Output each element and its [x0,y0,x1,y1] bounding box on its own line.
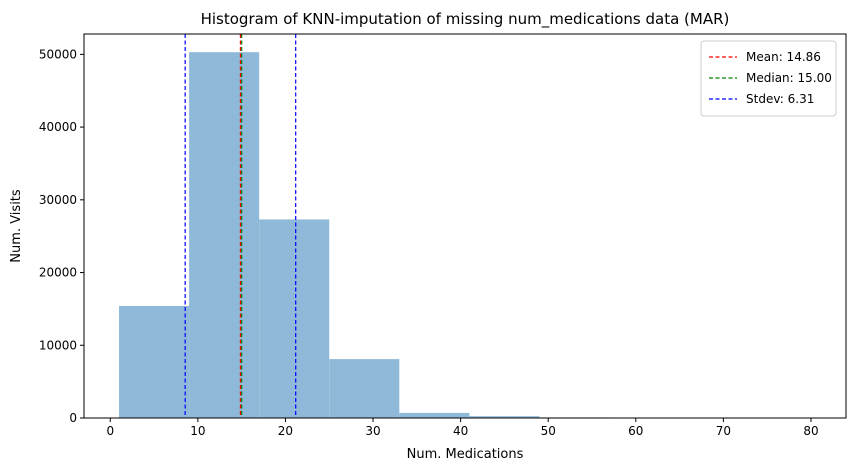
x-axis-label: Num. Medications [407,447,524,462]
histogram-bar-2 [189,52,259,418]
legend-label: Stdev: 6.31 [746,92,814,106]
y-tick-label: 50000 [39,47,77,61]
y-tick-label: 0 [69,411,77,425]
x-tick-label: 0 [106,424,114,438]
histogram-bar-4 [329,359,399,418]
histogram-bar-5 [399,413,469,418]
legend: Mean: 14.86 Median: 15.00 Stdev: 6.31 [701,41,836,116]
histogram-bar-3 [259,219,329,418]
legend-label: Median: 15.00 [746,71,832,85]
x-tick-label: 50 [541,424,556,438]
x-tick-label: 80 [803,424,818,438]
x-axis: 0 10 20 30 40 50 60 70 80 [106,418,818,438]
y-axis: 0 10000 20000 30000 40000 50000 [39,47,84,425]
y-tick-label: 20000 [39,266,77,280]
histogram-bar-1 [119,306,189,418]
x-tick-label: 70 [716,424,731,438]
legend-label: Mean: 14.86 [746,50,821,64]
y-axis-label: Num. Visits [9,189,24,263]
x-tick-label: 30 [365,424,380,438]
y-tick-label: 10000 [39,338,77,352]
x-tick-label: 10 [190,424,205,438]
x-tick-label: 60 [628,424,643,438]
y-tick-label: 30000 [39,193,77,207]
x-tick-label: 40 [453,424,468,438]
y-tick-label: 40000 [39,120,77,134]
x-tick-label: 20 [278,424,293,438]
chart-title: Histogram of KNN-imputation of missing n… [201,10,730,29]
